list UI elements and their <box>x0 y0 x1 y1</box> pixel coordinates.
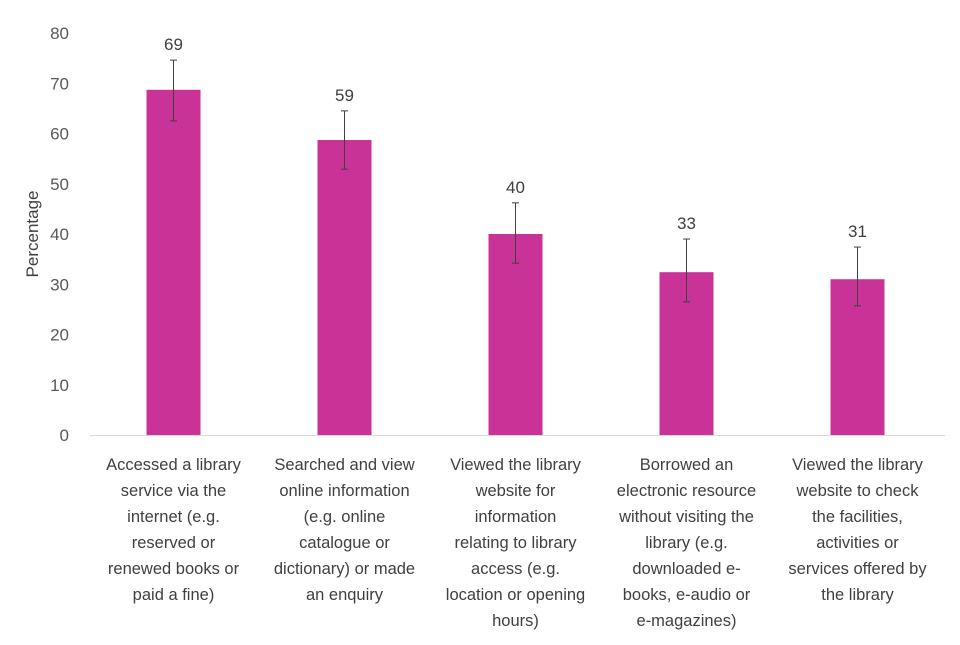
error-bar <box>854 246 861 307</box>
x-tick-label: Accessed a library service via the interne… <box>106 456 242 604</box>
y-tick-label: 30 <box>50 275 69 294</box>
data-label: 69 <box>164 35 183 54</box>
y-tick-label: 20 <box>50 326 69 345</box>
bar <box>317 140 372 435</box>
y-tick-label: 50 <box>50 175 69 194</box>
y-axis-label: Percentage <box>23 191 42 278</box>
x-tick-label: Viewed the library website for information… <box>446 456 585 630</box>
y-tick-label: 60 <box>50 125 69 144</box>
error-bar <box>170 59 177 122</box>
bar <box>146 89 201 435</box>
y-tick-label: 10 <box>50 376 69 395</box>
error-bar <box>341 110 348 170</box>
bar <box>488 234 543 435</box>
y-tick-label: 0 <box>60 426 69 445</box>
data-label: 59 <box>335 86 354 105</box>
y-tick-label: 80 <box>50 24 69 43</box>
x-tick-label: Viewed the library website to check the fa… <box>788 456 927 604</box>
data-label: 33 <box>677 214 696 233</box>
data-label: 31 <box>848 222 867 241</box>
x-tick-label: Searched and view online information (e.g.… <box>274 456 415 604</box>
error-bar <box>512 202 519 264</box>
y-tick-label: 70 <box>50 74 69 93</box>
error-bar <box>683 238 690 303</box>
y-tick-label: 40 <box>50 225 69 244</box>
data-label: 40 <box>506 178 525 197</box>
x-tick-label: Borrowed an electronic resource without vi… <box>617 456 756 630</box>
